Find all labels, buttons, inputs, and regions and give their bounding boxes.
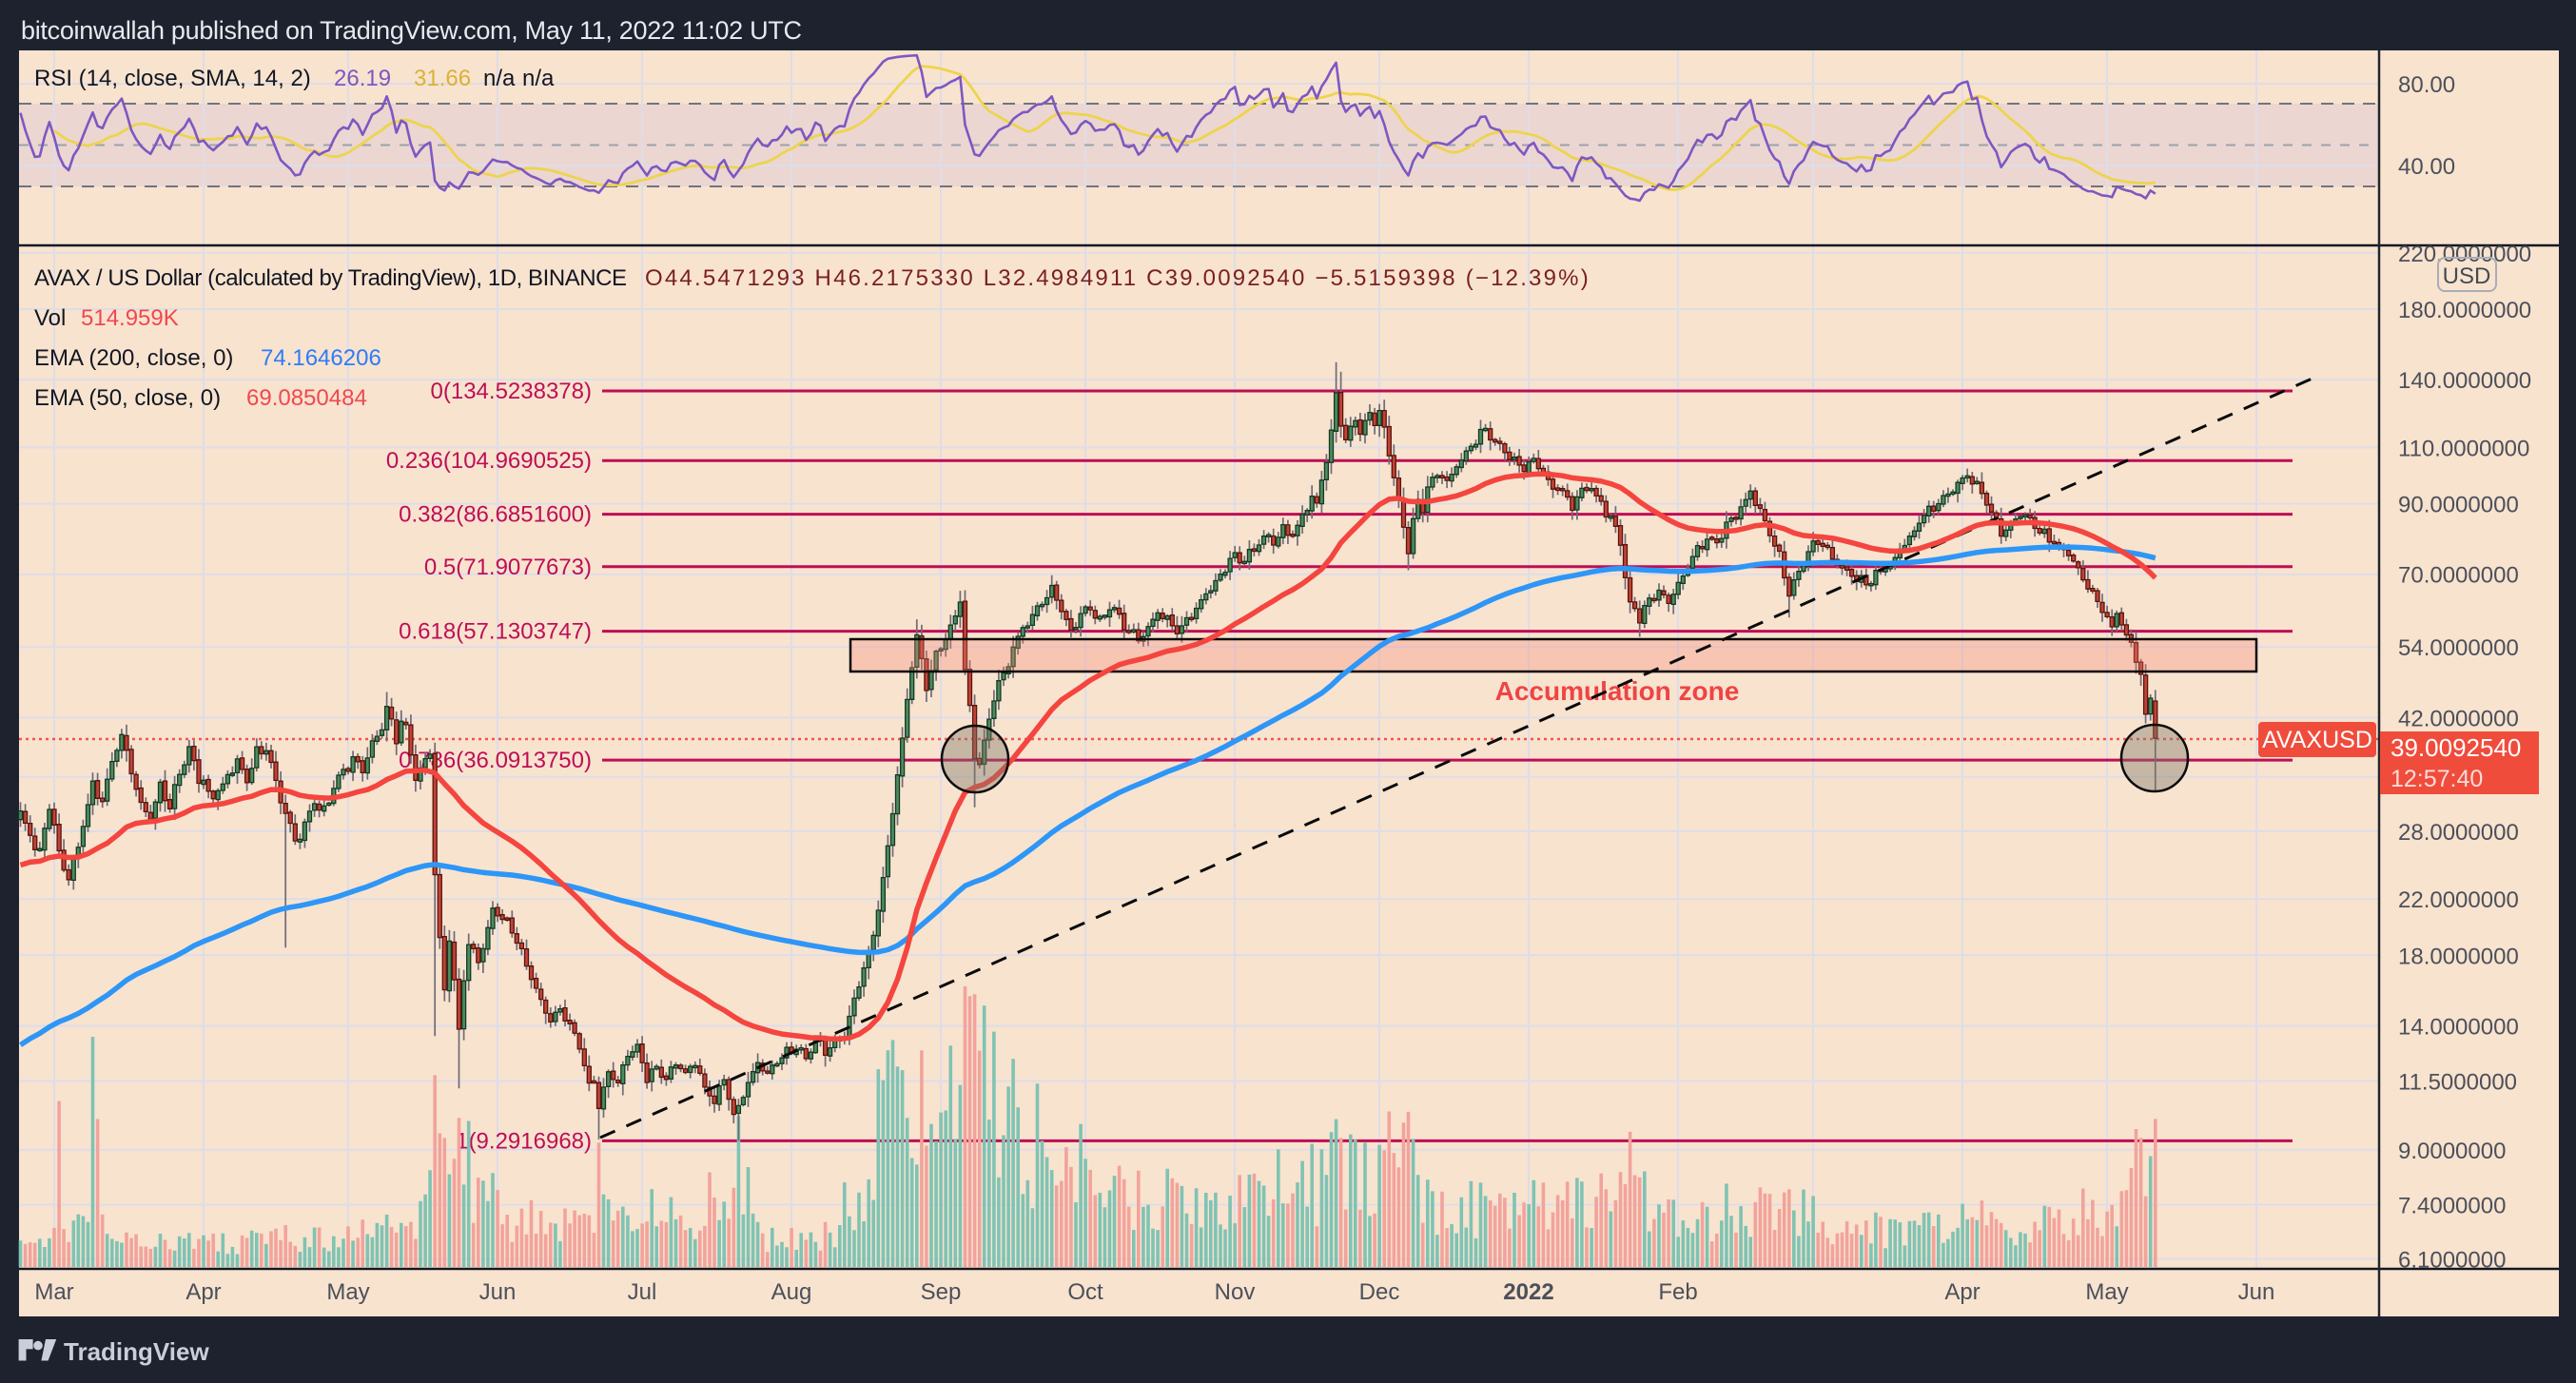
svg-text:RSI (14, close, SMA, 14, 2)26.: RSI (14, close, SMA, 14, 2) 26.19 31.66 n/a… — [34, 66, 555, 91]
svg-text:Apr: Apr — [185, 1279, 221, 1305]
svg-text:12:57:40: 12:57:40 — [2391, 766, 2483, 792]
svg-text:0.236(104.9690525): 0.236(104.9690525) — [386, 448, 592, 474]
svg-text:14.0000000: 14.0000000 — [2398, 1015, 2519, 1041]
svg-text:70.0000000: 70.0000000 — [2398, 563, 2519, 589]
svg-text:2022: 2022 — [1503, 1279, 1553, 1305]
svg-text:0.5(71.9077673): 0.5(71.9077673) — [424, 555, 592, 580]
svg-text:39.0092540: 39.0092540 — [2391, 733, 2521, 762]
svg-text:0(134.5238378): 0(134.5238378) — [431, 379, 592, 404]
svg-text:Mar: Mar — [34, 1279, 73, 1305]
svg-text:40.00: 40.00 — [2398, 154, 2455, 180]
svg-text:Dec: Dec — [1359, 1279, 1400, 1305]
svg-text:EMA (50, close, 0)69.0850484: EMA (50, close, 0) 69.0850484 — [34, 385, 367, 411]
svg-text:0.618(57.1303747): 0.618(57.1303747) — [399, 619, 592, 645]
svg-text:Accumulation zone: Accumulation zone — [1495, 676, 1740, 706]
svg-text:11.5000000: 11.5000000 — [2398, 1070, 2517, 1096]
svg-text:90.0000000: 90.0000000 — [2398, 493, 2519, 518]
svg-text:EMA (200, close, 0)74.1646206: EMA (200, close, 0) 74.1646206 — [34, 345, 381, 371]
svg-text:May: May — [2085, 1279, 2128, 1305]
svg-text:Aug: Aug — [771, 1279, 812, 1305]
svg-text:6.1000000: 6.1000000 — [2398, 1248, 2506, 1274]
svg-text:140.0000000: 140.0000000 — [2398, 368, 2531, 394]
svg-text:Jul: Jul — [628, 1279, 657, 1305]
svg-text:May: May — [326, 1279, 369, 1305]
svg-text:Apr: Apr — [1944, 1279, 1980, 1305]
svg-text:Jun: Jun — [479, 1279, 517, 1305]
svg-text:54.0000000: 54.0000000 — [2398, 635, 2519, 661]
svg-text:9.0000000: 9.0000000 — [2398, 1139, 2506, 1164]
svg-text:28.0000000: 28.0000000 — [2398, 820, 2519, 846]
svg-text:0.786(36.0913750): 0.786(36.0913750) — [399, 748, 592, 773]
svg-text:USD: USD — [2443, 263, 2491, 289]
svg-text:42.0000000: 42.0000000 — [2398, 706, 2519, 731]
svg-text:110.0000000: 110.0000000 — [2398, 436, 2529, 461]
svg-text:bitcoinwallah published on Tra: bitcoinwallah published on TradingView.c… — [21, 16, 802, 45]
svg-text:7.4000000: 7.4000000 — [2398, 1194, 2506, 1219]
svg-text:1(9.2916968): 1(9.2916968) — [456, 1128, 592, 1154]
svg-text:Jun: Jun — [2238, 1279, 2275, 1305]
svg-text:TradingView: TradingView — [64, 1337, 209, 1366]
svg-text:22.0000000: 22.0000000 — [2398, 887, 2519, 913]
svg-text:Oct: Oct — [1067, 1279, 1103, 1305]
svg-text:Nov: Nov — [1215, 1279, 1256, 1305]
svg-text:AVAXUSD: AVAXUSD — [2262, 727, 2372, 753]
svg-text:180.0000000: 180.0000000 — [2398, 298, 2531, 323]
svg-text:AVAX / US Dollar (calculated b: AVAX / US Dollar (calculated by TradingV… — [34, 265, 1590, 291]
svg-text:220.0000000: 220.0000000 — [2398, 242, 2531, 267]
svg-text:18.0000000: 18.0000000 — [2398, 944, 2519, 969]
svg-text:80.00: 80.00 — [2398, 72, 2455, 98]
svg-text:Feb: Feb — [1658, 1279, 1697, 1305]
svg-text:Sep: Sep — [921, 1279, 962, 1305]
svg-text:0.382(86.6851600): 0.382(86.6851600) — [399, 502, 592, 528]
